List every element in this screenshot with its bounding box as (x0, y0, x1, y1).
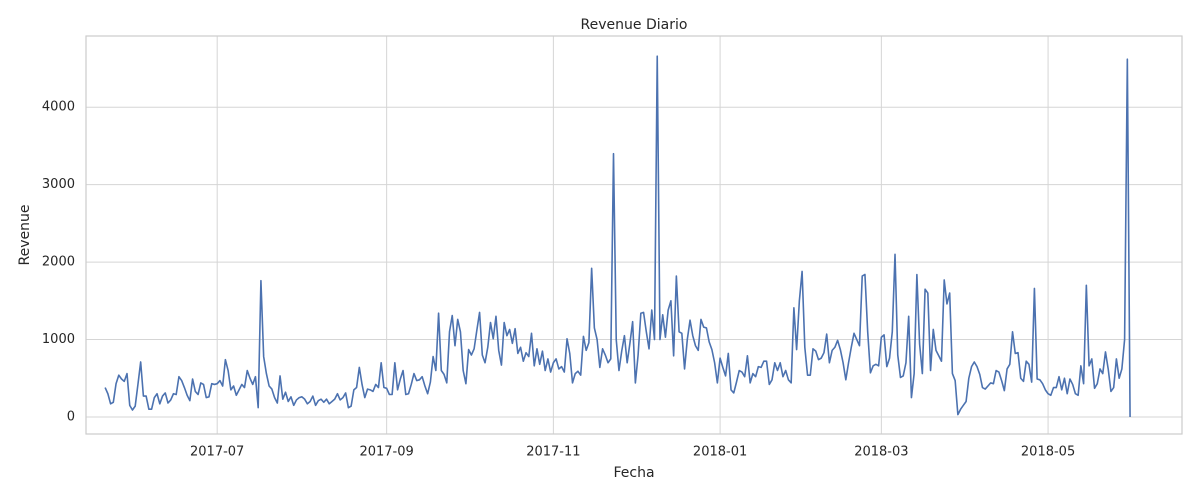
y-tick-label: 2000 (42, 255, 75, 270)
y-tick-label: 3000 (42, 177, 75, 192)
x-tick-label: 2018-01 (693, 445, 747, 460)
x-tick-label: 2018-03 (854, 445, 908, 460)
x-axis-label: Fecha (613, 465, 654, 481)
line-series (104, 55, 1131, 417)
plot-frame (85, 35, 1183, 435)
y-tick-label: 1000 (42, 332, 75, 347)
x-tick-label: 2018-05 (1021, 445, 1075, 460)
y-axis-label: Revenue (17, 205, 33, 266)
x-tick-label: 2017-09 (359, 445, 413, 460)
x-tick-label: 2017-07 (190, 445, 244, 460)
y-tick-label: 0 (67, 409, 75, 424)
y-tick-label: 4000 (42, 100, 75, 115)
chart-title: Revenue Diario (581, 17, 688, 33)
x-tick-label: 2017-11 (526, 445, 580, 460)
